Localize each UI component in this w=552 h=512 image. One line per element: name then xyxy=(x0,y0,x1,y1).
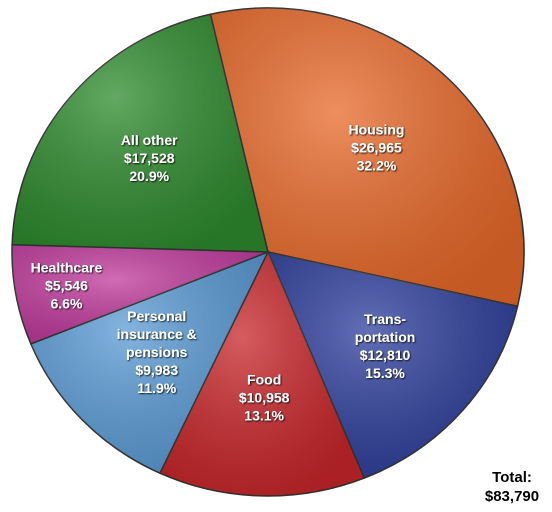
total-label: Total: xyxy=(492,469,532,486)
slice-label: Food $10,958 13.1% xyxy=(239,371,290,423)
label-line: Food xyxy=(247,371,281,387)
label-line: Personal xyxy=(127,308,186,324)
label-line: Housing xyxy=(348,121,404,137)
label-line: $5,546 xyxy=(45,277,88,293)
slice-label: Healthcare $5,546 6.6% xyxy=(31,259,103,311)
total-value: $83,790 xyxy=(485,488,539,505)
slice-shade xyxy=(30,252,268,474)
slice-label: Personal insurance & pensions $9,983 11.9% xyxy=(117,308,197,396)
slice-shade xyxy=(210,7,525,307)
label-line: insurance & xyxy=(117,326,197,342)
slice-shade xyxy=(12,244,269,344)
slice-label: All other $17,528 20.9% xyxy=(121,132,178,184)
label-line: Trans- xyxy=(364,311,406,327)
slice-label: Housing $26,965 32.2% xyxy=(348,121,404,173)
slice-shade xyxy=(268,252,518,479)
label-line: $9,983 xyxy=(135,362,178,378)
label-line: 6.6% xyxy=(50,295,82,311)
slice-label: Trans-portation $12,810 15.3% xyxy=(355,311,416,381)
label-line: pensions xyxy=(126,344,188,360)
label-line: 20.9% xyxy=(129,168,169,184)
label-line: 13.1% xyxy=(244,407,284,423)
label-line: $26,965 xyxy=(351,139,402,155)
label-line: 32.2% xyxy=(357,157,397,173)
label-line: 11.9% xyxy=(137,380,176,396)
label-line: $17,528 xyxy=(124,150,175,166)
label-line: $12,810 xyxy=(360,347,411,363)
slice-shade xyxy=(12,14,268,252)
label-line: All other xyxy=(121,132,178,148)
label-line: 15.3% xyxy=(365,365,405,381)
label-line: Healthcare xyxy=(31,259,103,275)
slice-shade xyxy=(159,252,365,496)
label-line: $10,958 xyxy=(239,389,290,405)
label-line: portation xyxy=(355,329,416,345)
